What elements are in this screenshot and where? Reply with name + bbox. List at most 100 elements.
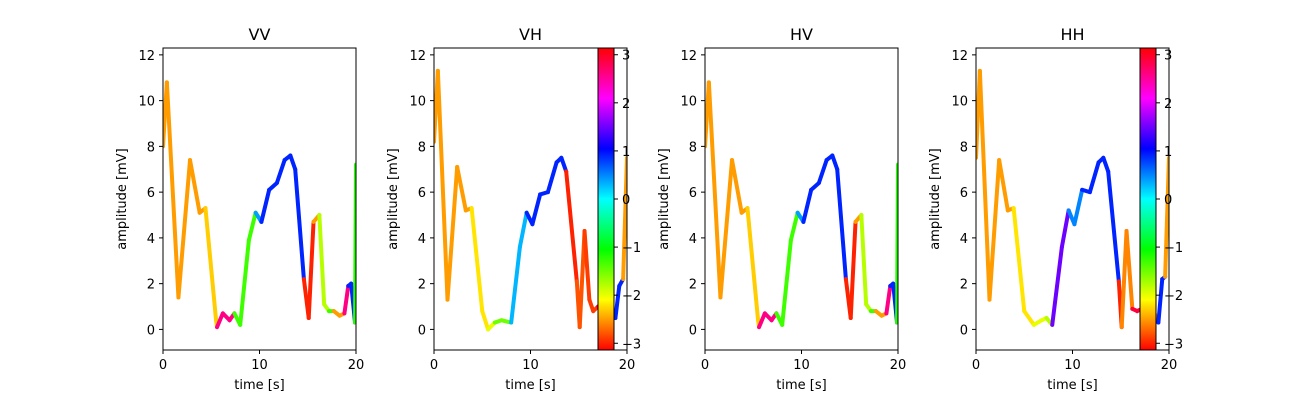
y-tick-label: 6	[689, 186, 697, 201]
line-segment	[435, 68, 450, 302]
colorbar-tick-label: 3	[622, 49, 630, 64]
y-tick-label: 10	[409, 95, 426, 110]
y-tick-label: 0	[418, 323, 426, 338]
line-segment	[780, 238, 793, 327]
x-tick-label: 20	[1161, 358, 1178, 373]
y-tick-label: 4	[960, 232, 968, 247]
y-tick-label: 12	[680, 49, 697, 64]
colorbar: 3 2 1 0 −1 −2 −3	[597, 47, 641, 352]
line-segment	[977, 68, 992, 302]
line-segment	[342, 283, 351, 316]
colorbar-gradient	[1139, 47, 1157, 351]
line-segment	[835, 167, 848, 282]
panel-title: HV	[790, 25, 813, 44]
x-tick-label: 10	[1064, 358, 1081, 373]
y-tick-label: 10	[951, 95, 968, 110]
colorbar-tick-label: −2	[622, 289, 641, 304]
line-segment	[238, 238, 251, 327]
line-segment	[801, 187, 814, 224]
x-tick-label: 20	[890, 358, 907, 373]
y-tick-label: 4	[418, 232, 426, 247]
panel-title: HH	[1060, 25, 1084, 44]
x-axis-label: time [s]	[776, 378, 826, 393]
line-segment	[745, 206, 761, 323]
y-tick-label: 10	[138, 95, 155, 110]
line-segment	[706, 80, 723, 300]
y-tick-label: 2	[418, 278, 426, 293]
line-segment	[788, 210, 800, 243]
data-line	[163, 80, 356, 330]
line-segment	[997, 158, 1010, 213]
y-tick-label: 12	[409, 49, 426, 64]
line-segment	[469, 206, 485, 314]
line-segment	[215, 311, 225, 330]
line-segment	[246, 210, 258, 243]
y-axis-label: amplitude [mV]	[386, 148, 401, 250]
panel-title: VV	[249, 25, 271, 44]
line-segment	[455, 164, 468, 213]
line-segment	[1011, 206, 1027, 314]
axes-frame	[162, 47, 357, 351]
data-line	[434, 68, 627, 332]
x-tick-label: 0	[972, 358, 980, 373]
y-tick-label: 6	[960, 186, 968, 201]
colorbar-tick-label: 0	[1164, 193, 1172, 208]
y-axis-label: amplitude [mV]	[115, 148, 130, 250]
x-tick-label: 0	[159, 358, 167, 373]
line-segment	[718, 158, 735, 300]
colorbar-tick-label: 1	[1164, 145, 1172, 160]
data-line	[705, 80, 898, 330]
colorbar-tick-label: 0	[622, 193, 630, 208]
axes-frame	[704, 47, 899, 351]
line-segment	[816, 158, 829, 185]
chart-panel-hv: 0 2 4 6 8 10 12 0 10 20 HV time [s] amplitude [mV]	[657, 25, 906, 393]
y-tick-label: 0	[689, 323, 697, 338]
y-tick-label: 6	[418, 186, 426, 201]
x-tick-label: 20	[619, 358, 636, 373]
line-segment	[164, 80, 181, 300]
line-segment	[274, 158, 287, 185]
line-segment	[1101, 155, 1111, 174]
colorbar-tick-label: 2	[1164, 97, 1172, 112]
line-segment	[582, 229, 592, 302]
line-segment	[517, 210, 529, 250]
y-axis-label: amplitude [mV]	[657, 148, 672, 250]
x-tick-label: 0	[701, 358, 709, 373]
x-axis-label: time [s]	[1047, 378, 1097, 393]
panel-title: VH	[519, 25, 542, 44]
x-tick-label: 10	[522, 358, 539, 373]
line-segment	[293, 167, 306, 282]
line-segment	[530, 192, 543, 227]
line-segment	[564, 169, 579, 284]
line-segment	[1050, 245, 1064, 327]
chart-panel-vv: 0 2 4 6 8 10 12 0 10 20 VV time [s] amplitude [mV]	[115, 25, 364, 393]
line-segment	[545, 160, 559, 195]
line-segment	[757, 311, 767, 330]
y-tick-label: 2	[960, 278, 968, 293]
y-tick-label: 2	[147, 278, 155, 293]
y-tick-label: 2	[689, 278, 697, 293]
colorbar-tick-label: 2	[622, 97, 630, 112]
colorbar-gradient	[597, 47, 615, 351]
line-segment	[1124, 229, 1135, 311]
colorbar-tick-label: 3	[1164, 49, 1172, 64]
x-tick-label: 10	[251, 358, 268, 373]
line-segment	[480, 309, 491, 332]
x-axis-label: time [s]	[505, 378, 555, 393]
line-segment	[848, 219, 858, 320]
colorbar-tick-label: −1	[622, 241, 641, 256]
colorbar-tick-label: −3	[1164, 337, 1183, 352]
line-segment	[830, 153, 840, 172]
data-line	[976, 68, 1169, 330]
y-tick-label: 8	[689, 140, 697, 155]
line-segment	[1106, 169, 1121, 284]
line-segment	[1163, 155, 1169, 279]
line-segment	[613, 283, 622, 320]
line-segment	[1059, 208, 1071, 250]
y-tick-label: 12	[138, 49, 155, 64]
line-segment	[445, 164, 460, 302]
line-segment	[188, 158, 202, 215]
line-segment	[1156, 277, 1165, 325]
x-tick-label: 0	[430, 358, 438, 373]
